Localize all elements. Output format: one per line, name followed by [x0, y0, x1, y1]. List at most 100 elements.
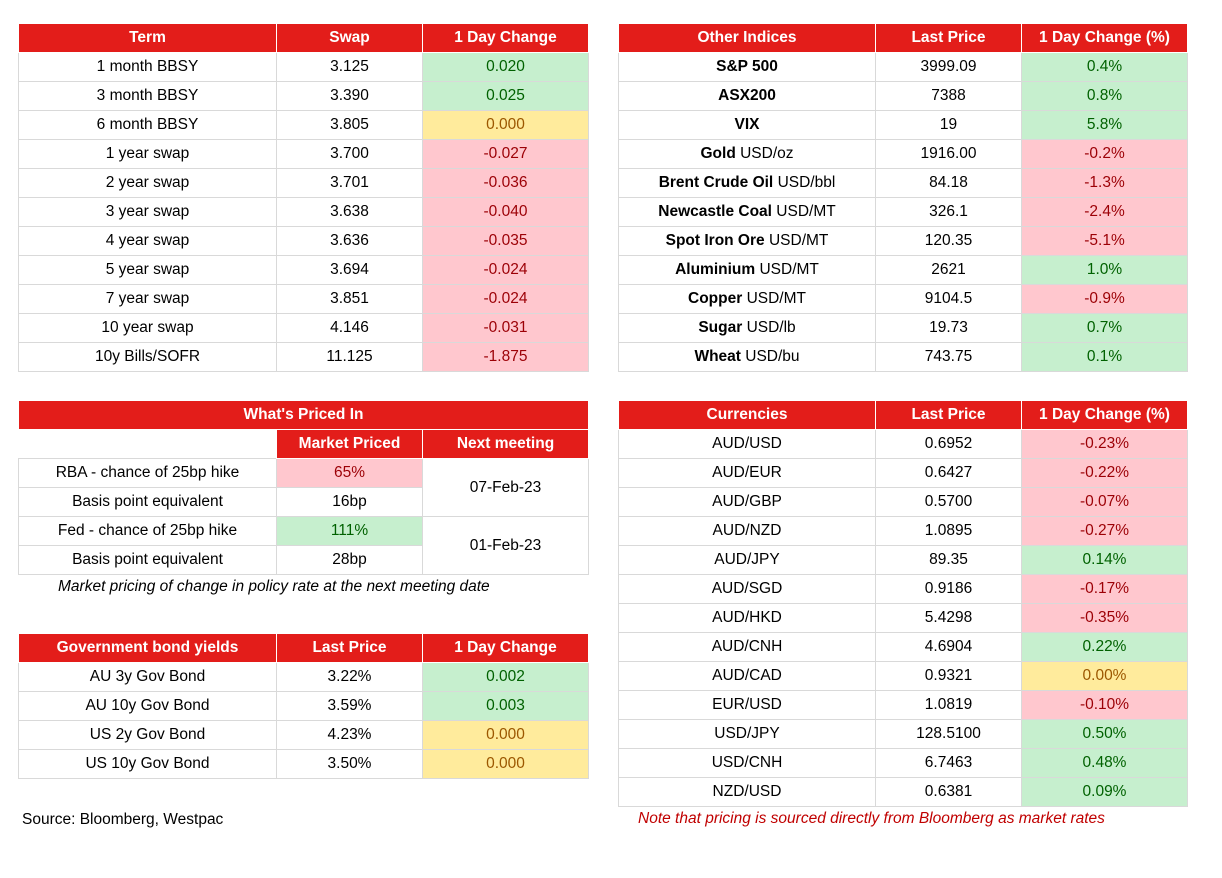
fed-label: Fed - chance of 25bp hike	[18, 516, 277, 546]
currency-pair-cell: AUD/GBP	[618, 487, 876, 517]
index-name-cell: Aluminium USD/MT	[618, 255, 876, 285]
index-name: Brent Crude Oil	[658, 174, 774, 191]
table-row: Gold USD/oz 1916.00 -0.2%	[618, 139, 1188, 169]
index-name-cell: Wheat USD/bu	[618, 342, 876, 372]
table-row: AUD/JPY 89.35 0.14%	[618, 545, 1188, 575]
index-name-cell: Sugar USD/lb	[618, 313, 876, 343]
table-row: AUD/CAD 0.9321 0.00%	[618, 661, 1188, 691]
other-indices-table: Other Indices Last Price 1 Day Change (%…	[618, 23, 1188, 372]
term-cell: 3 month BBSY	[18, 81, 277, 111]
fx-price-cell: 1.0819	[875, 690, 1022, 720]
table-row: Aluminium USD/MT 2621 1.0%	[618, 255, 1188, 285]
table-row: 5 year swap 3.694 -0.024	[18, 255, 589, 285]
column-header-change-pct: 1 Day Change (%)	[1021, 23, 1188, 53]
fx-price-cell: 89.35	[875, 545, 1022, 575]
fx-change-cell: -0.17%	[1021, 574, 1188, 604]
swap-value-cell: 4.146	[276, 313, 423, 343]
fx-change-cell: -0.10%	[1021, 690, 1188, 720]
rba-next-meeting: 07-Feb-23	[421, 458, 590, 517]
table-row: 6 month BBSY 3.805 0.000	[18, 110, 589, 140]
change-cell: 0.020	[422, 52, 589, 82]
change-cell: -0.024	[422, 255, 589, 285]
fx-change-cell: -0.07%	[1021, 487, 1188, 517]
column-header-bonds: Government bond yields	[18, 633, 277, 663]
currency-pair-cell: AUD/SGD	[618, 574, 876, 604]
fx-change-cell: -0.23%	[1021, 429, 1188, 459]
policy-rate-note: Market pricing of change in policy rate …	[58, 578, 490, 595]
fx-change-cell: -0.27%	[1021, 516, 1188, 546]
currencies-table: Currencies Last Price 1 Day Change (%) A…	[618, 400, 1188, 807]
fx-price-cell: 128.5100	[875, 719, 1022, 749]
swap-value-cell: 11.125	[276, 342, 423, 372]
fx-price-cell: 4.6904	[875, 632, 1022, 662]
bond-name-cell: AU 10y Gov Bond	[18, 691, 277, 721]
index-name-cell: Gold USD/oz	[618, 139, 876, 169]
currency-pair-cell: AUD/HKD	[618, 603, 876, 633]
change-cell: -0.031	[422, 313, 589, 343]
change-pct-cell: 0.1%	[1021, 342, 1188, 372]
term-cell: 5 year swap	[18, 255, 277, 285]
table-row: Newcastle Coal USD/MT 326.1 -2.4%	[618, 197, 1188, 227]
index-name-cell: Copper USD/MT	[618, 284, 876, 314]
index-name: Newcastle Coal	[658, 203, 772, 220]
swap-value-cell: 3.694	[276, 255, 423, 285]
index-unit: USD/MT	[746, 290, 806, 307]
term-cell: 3 year swap	[18, 197, 277, 227]
last-price-cell: 743.75	[875, 342, 1022, 372]
swap-value-cell: 3.851	[276, 284, 423, 314]
last-price-cell: 19.73	[875, 313, 1022, 343]
index-name: Gold	[700, 145, 736, 162]
change-cell: 0.000	[422, 110, 589, 140]
fx-price-cell: 0.9321	[875, 661, 1022, 691]
column-header-change: 1 Day Change	[422, 23, 589, 53]
change-pct-cell: -1.3%	[1021, 168, 1188, 198]
change-cell: -0.027	[422, 139, 589, 169]
table-row: AUD/GBP 0.5700 -0.07%	[618, 487, 1188, 517]
currency-pair-cell: USD/JPY	[618, 719, 876, 749]
currency-pair-cell: AUD/JPY	[618, 545, 876, 575]
bond-change-cell: 0.003	[422, 691, 589, 721]
fed-bp-value: 28bp	[276, 545, 423, 575]
table-row: 1 month BBSY 3.125 0.020	[18, 52, 589, 82]
table-row: AUD/NZD 1.0895 -0.27%	[618, 516, 1188, 546]
bloomberg-disclaimer: Note that pricing is sourced directly fr…	[638, 810, 1105, 827]
table-row: US 10y Gov Bond 3.50% 0.000	[18, 749, 589, 779]
government-bond-yields-table: Government bond yields Last Price 1 Day …	[18, 633, 589, 779]
bond-price-cell: 3.50%	[276, 749, 423, 779]
column-header-swap: Swap	[276, 23, 423, 53]
index-name-cell: ASX200	[618, 81, 876, 111]
bond-price-cell: 3.22%	[276, 662, 423, 692]
term-cell: 2 year swap	[18, 168, 277, 198]
table-row: AUD/SGD 0.9186 -0.17%	[618, 574, 1188, 604]
index-unit: USD/MT	[759, 261, 819, 278]
table-row: AU 3y Gov Bond 3.22% 0.002	[18, 662, 589, 692]
index-unit: USD/bbl	[777, 174, 836, 191]
column-header-currencies: Currencies	[618, 400, 876, 430]
table-row: VIX 19 5.8%	[618, 110, 1188, 140]
term-cell: 10y Bills/SOFR	[18, 342, 277, 372]
fx-change-cell: 0.48%	[1021, 748, 1188, 778]
fed-bp-label: Basis point equivalent	[18, 545, 277, 575]
priced-in-title: What's Priced In	[17, 400, 590, 430]
change-cell: -0.036	[422, 168, 589, 198]
index-name-cell: Newcastle Coal USD/MT	[618, 197, 876, 227]
change-pct-cell: 1.0%	[1021, 255, 1188, 285]
table-row: S&P 500 3999.09 0.4%	[618, 52, 1188, 82]
table-row: USD/CNH 6.7463 0.48%	[618, 748, 1188, 778]
fx-change-cell: -0.35%	[1021, 603, 1188, 633]
table-row: AUD/EUR 0.6427 -0.22%	[618, 458, 1188, 488]
fx-change-cell: -0.22%	[1021, 458, 1188, 488]
index-name: Wheat	[694, 348, 741, 365]
term-cell: 6 month BBSY	[18, 110, 277, 140]
term-cell: 10 year swap	[18, 313, 277, 343]
index-name: Spot Iron Ore	[665, 232, 765, 249]
table-row: AU 10y Gov Bond 3.59% 0.003	[18, 691, 589, 721]
column-header-fx-price: Last Price	[875, 400, 1022, 430]
fx-price-cell: 0.9186	[875, 574, 1022, 604]
term-cell: 4 year swap	[18, 226, 277, 256]
table-row: Brent Crude Oil USD/bbl 84.18 -1.3%	[618, 168, 1188, 198]
fx-change-cell: 0.00%	[1021, 661, 1188, 691]
index-name-cell: Brent Crude Oil USD/bbl	[618, 168, 876, 198]
table-row: Wheat USD/bu 743.75 0.1%	[618, 342, 1188, 372]
change-pct-cell: -0.9%	[1021, 284, 1188, 314]
